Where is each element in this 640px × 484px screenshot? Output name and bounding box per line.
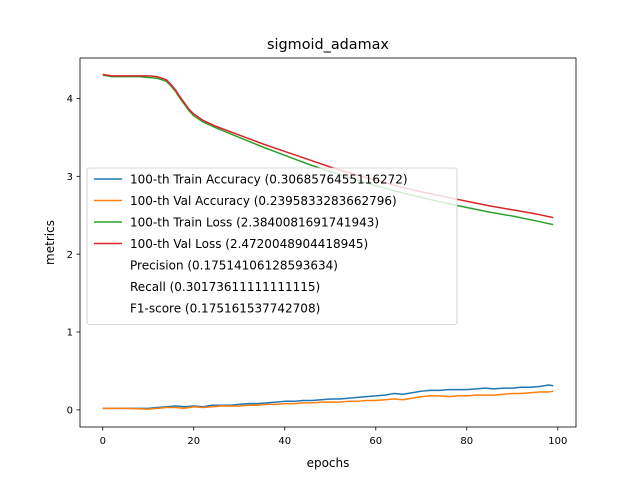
series-line-0 (102, 384, 554, 410)
legend: 100-th Train Accuracy (0.306857645511627… (86, 167, 458, 325)
chart-title: sigmoid_adamax (267, 37, 389, 53)
legend-label-2: 100-th Train Loss (2.3840081691741943) (130, 215, 379, 229)
ticks-layer: 0 20 40 60 80 100 0 1 2 3 4 (67, 94, 568, 447)
x-tick-label-1: 20 (187, 436, 200, 447)
y-tick-label-0: 0 (67, 405, 73, 416)
legend-label-4: Precision (0.17514106128593634) (130, 258, 338, 272)
y-tick-label-3: 3 (67, 172, 73, 183)
legend-label-3: 100-th Val Loss (2.4720048904418945) (130, 237, 368, 251)
x-tick-label-4: 80 (460, 436, 473, 447)
legend-label-5: Recall (0.30173611111111115) (130, 280, 320, 294)
series-line-1 (102, 390, 554, 410)
legend-label-1: 100-th Val Accuracy (0.2395833283662796) (130, 194, 397, 208)
y-tick-label-4: 4 (67, 94, 73, 105)
x-tick-label-2: 40 (278, 436, 291, 447)
x-tick-label-0: 0 (100, 436, 106, 447)
legend-label-6: F1-score (0.175161537742708) (130, 301, 320, 315)
y-tick-label-2: 2 (67, 250, 73, 261)
legend-label-0: 100-th Train Accuracy (0.306857645511627… (130, 172, 408, 186)
x-tick-label-5: 100 (548, 436, 567, 447)
y-tick-label-1: 1 (67, 328, 73, 339)
y-axis-label: metrics (43, 220, 57, 265)
legend-box (86, 167, 458, 325)
x-tick-label-3: 60 (369, 436, 382, 447)
x-axis-label: epochs (307, 456, 350, 470)
axes-frame (79, 57, 577, 428)
